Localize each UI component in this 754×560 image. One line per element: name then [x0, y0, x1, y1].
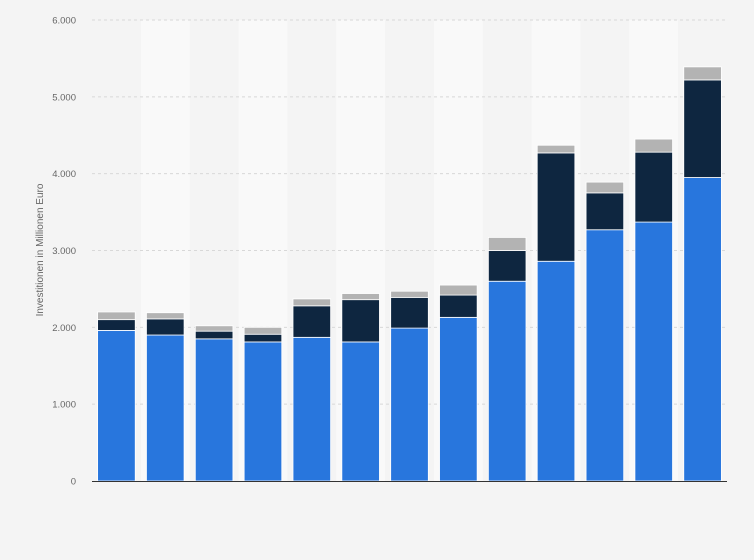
bar-segment[interactable]: [439, 294, 478, 318]
bar-segment[interactable]: [146, 334, 185, 482]
bar-segment[interactable]: [439, 316, 478, 482]
bar-segment[interactable]: [487, 237, 527, 251]
y-axis-title: Investitionen in Millionen Euro: [35, 183, 46, 316]
y-tick-label: 0: [71, 477, 76, 488]
y-tick-label: 2.000: [52, 323, 76, 334]
bar-segment[interactable]: [536, 144, 576, 154]
bar-segment[interactable]: [243, 341, 283, 482]
bar-segment[interactable]: [585, 229, 625, 482]
y-tick-label: 1.000: [52, 400, 76, 411]
bar-segment[interactable]: [585, 192, 625, 231]
bar-segment[interactable]: [146, 318, 185, 336]
y-tick-label: 3.000: [52, 246, 76, 257]
bar-segment[interactable]: [487, 280, 527, 482]
bar-segment[interactable]: [194, 325, 234, 332]
bar-segment[interactable]: [683, 177, 722, 482]
bar-segment[interactable]: [439, 284, 478, 296]
bar-segment[interactable]: [536, 152, 576, 262]
bar-segment[interactable]: [341, 293, 380, 301]
bar-segment[interactable]: [341, 299, 380, 343]
bar-segment[interactable]: [243, 326, 283, 335]
bar-segment[interactable]: [536, 260, 576, 482]
bar-segment[interactable]: [634, 151, 673, 223]
bar-segment[interactable]: [390, 296, 429, 329]
bar-segment[interactable]: [292, 336, 332, 482]
y-tick-label: 6.000: [52, 16, 76, 27]
bar-segment[interactable]: [585, 181, 625, 194]
bar-segment[interactable]: [634, 138, 673, 153]
bar-segment[interactable]: [683, 66, 722, 81]
bar-segment[interactable]: [243, 333, 283, 343]
bar-segment[interactable]: [390, 290, 429, 298]
bar-segment[interactable]: [146, 312, 185, 320]
y-tick-label: 4.000: [52, 169, 76, 180]
y-tick-label: 5.000: [52, 92, 76, 103]
bar-segment[interactable]: [634, 221, 673, 482]
bar-segment[interactable]: [292, 298, 332, 307]
bar-segment[interactable]: [97, 319, 136, 331]
bar-segment[interactable]: [292, 305, 332, 338]
bar-segment[interactable]: [97, 311, 136, 321]
bar-segment[interactable]: [683, 79, 722, 178]
bars: [97, 66, 722, 482]
bar-segment[interactable]: [487, 250, 527, 282]
bar-segment[interactable]: [194, 338, 234, 482]
bar-segment[interactable]: [97, 330, 136, 482]
bar-segment[interactable]: [194, 330, 234, 340]
bar-segment[interactable]: [341, 341, 380, 482]
bar-segment[interactable]: [390, 327, 429, 482]
